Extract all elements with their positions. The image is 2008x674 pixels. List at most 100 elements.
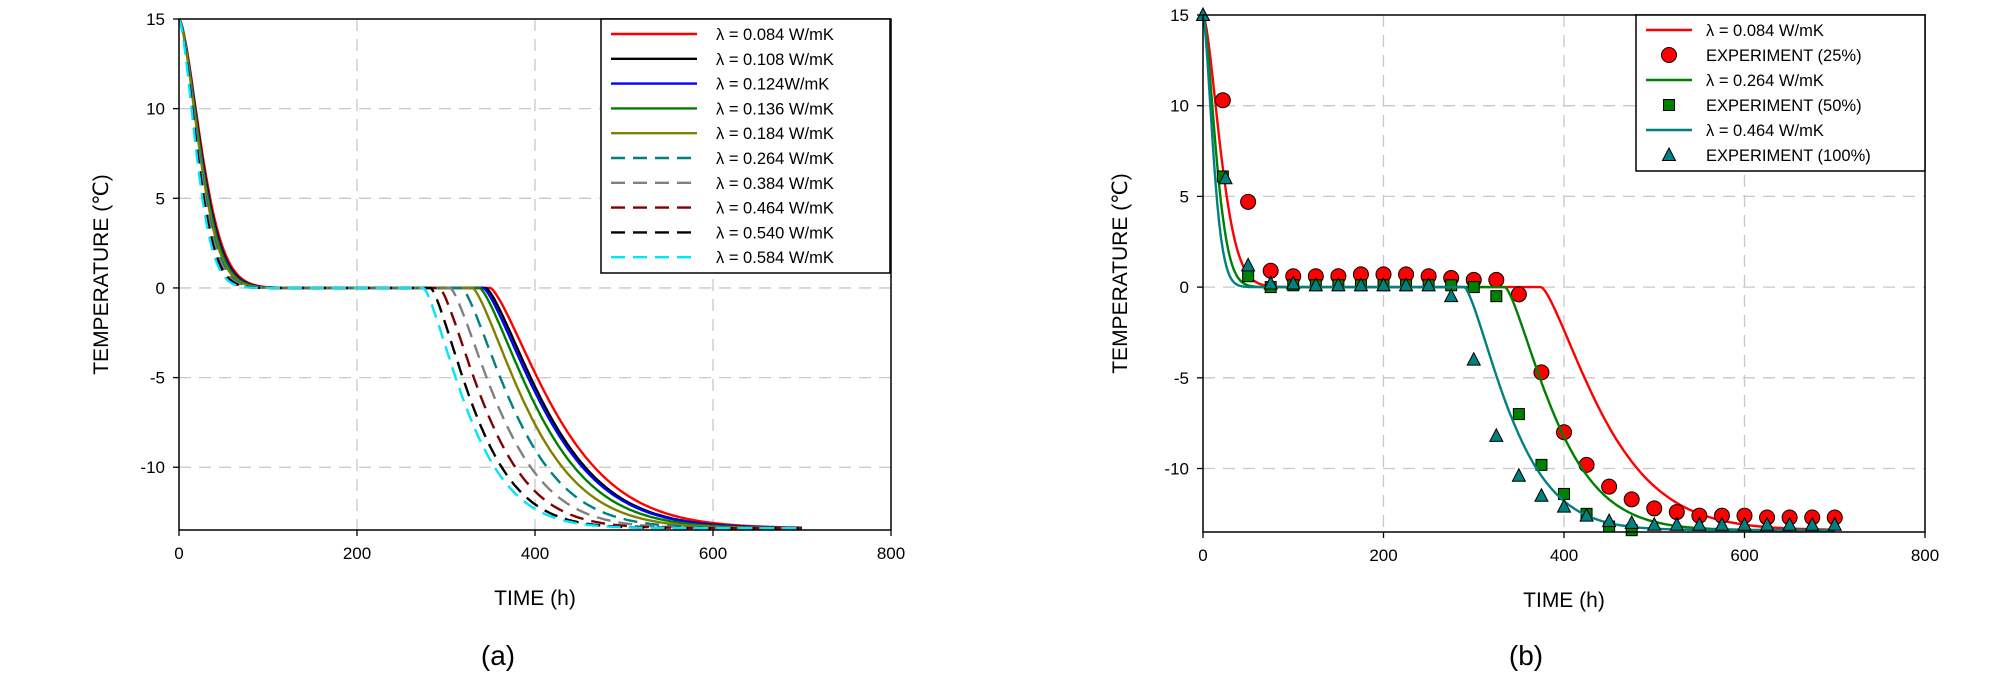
data-point (1579, 507, 1594, 522)
data-point (1578, 456, 1595, 473)
data-point (1737, 516, 1752, 531)
legend-label: λ = 0.540 W/mK (716, 224, 834, 242)
legend-box (600, 18, 891, 274)
x-tick-label: 0 (174, 544, 183, 563)
data-point (1488, 427, 1504, 442)
y-tick-label: -5 (150, 369, 165, 388)
y-tick-label: 10 (1170, 97, 1189, 116)
data-point (1240, 257, 1256, 272)
legend-item: λ = 0.464 W/mK (1646, 122, 1824, 140)
legend-label: λ = 0.464 W/mK (1706, 122, 1824, 140)
legend-item: λ = 0.084 W/mK (611, 26, 834, 44)
data-point (1534, 487, 1549, 502)
x-tick-label: 600 (699, 544, 727, 563)
data-point (1488, 271, 1505, 288)
data-point (1242, 270, 1255, 283)
data-point (1331, 277, 1346, 292)
legend-marker (1661, 47, 1677, 63)
data-point (1263, 275, 1279, 290)
legend-label: EXPERIMENT (25%) (1706, 47, 1862, 65)
legend-label: λ = 0.084 W/mK (716, 26, 834, 44)
series-line-8 (177, 18, 802, 530)
data-point (1692, 516, 1707, 531)
data-point (1285, 275, 1301, 290)
panel-label: (b) (1509, 640, 1543, 671)
legend-item: λ = 0.084 W/mK (1646, 22, 1824, 40)
legend-item: λ = 0.136 W/mK (611, 100, 834, 118)
legend: λ = 0.084 W/mK EXPERIMENT (25%) λ = 0.264 … (1635, 14, 1926, 172)
legend-item: EXPERIMENT (50%) (1663, 97, 1862, 115)
panel-label: (a) (481, 640, 515, 671)
data-point (1646, 516, 1662, 531)
legend-label: λ = 0.136 W/mK (716, 100, 834, 118)
data-point (1308, 277, 1324, 292)
legend: λ = 0.084 W/mK λ = 0.108 W/mK λ = 0.124W/m… (600, 18, 891, 274)
data-point (1443, 288, 1459, 303)
legend-marker (1663, 99, 1675, 111)
x-tick-label: 400 (1550, 546, 1578, 565)
legend-item: EXPERIMENT (100%) (1661, 146, 1871, 165)
legend-label: λ = 0.384 W/mK (716, 175, 834, 193)
legend-item: λ = 0.540 W/mK (611, 224, 834, 242)
legend-label: λ = 0.264 W/mK (716, 150, 834, 168)
legend-item: λ = 0.184 W/mK (611, 125, 834, 143)
data-point (1804, 516, 1820, 531)
data-point (1353, 277, 1369, 292)
data-point (1556, 498, 1572, 513)
legend-label: λ = 0.084 W/mK (1706, 22, 1824, 40)
legend-marker (1661, 146, 1677, 161)
legend-label: EXPERIMENT (100%) (1706, 147, 1871, 165)
data-point (1782, 516, 1797, 531)
data-point (1490, 290, 1503, 303)
series-line-7 (177, 18, 802, 530)
legend-item: λ = 0.264 W/mK (1646, 72, 1824, 90)
y-tick-label: 15 (146, 10, 165, 29)
y-tick-label: 5 (156, 189, 165, 208)
data-point (1535, 458, 1548, 471)
x-tick-label: 800 (877, 544, 905, 563)
legend-label: λ = 0.464 W/mK (716, 200, 834, 218)
data-point (1759, 516, 1775, 531)
chart-panel-a: 0 200 400 600 800 15 10 5 0 -5 -10 TIME (h) TEMPERAT… (90, 10, 905, 671)
y-tick-label: -10 (1164, 460, 1189, 479)
data-point (1398, 277, 1414, 292)
data-point (1601, 478, 1618, 495)
legend-label: EXPERIMENT (50%) (1706, 97, 1862, 115)
x-tick-label: 800 (1911, 546, 1939, 565)
data-point (1510, 286, 1527, 303)
data-point (1624, 514, 1640, 529)
data-point (1467, 281, 1480, 294)
legend-label: λ = 0.108 W/mK (716, 51, 834, 69)
data-point (1601, 513, 1617, 528)
legend-box (1635, 14, 1926, 172)
series-line-5 (1201, 14, 1835, 532)
x-axis-title: TIME (h) (494, 587, 576, 610)
y-tick-label: 10 (146, 100, 165, 119)
data-point (1240, 193, 1257, 210)
y-tick-label: -10 (140, 458, 165, 477)
data-point (1646, 500, 1663, 517)
legend-label: λ = 0.184 W/mK (716, 125, 834, 143)
data-point (1376, 277, 1391, 292)
x-tick-label: 200 (1369, 546, 1397, 565)
legend-item: λ = 0.108 W/mK (611, 51, 834, 69)
y-tick-label: 0 (156, 279, 165, 298)
y-tick-label: 15 (1170, 6, 1189, 25)
legend-item: λ = 0.264 W/mK (611, 150, 834, 168)
data-point (1466, 351, 1482, 366)
legend-label: λ = 0.264 W/mK (1706, 72, 1824, 90)
legend-label: λ = 0.584 W/mK (716, 249, 834, 267)
data-point (1511, 467, 1527, 482)
data-point (1623, 491, 1640, 508)
series-line-10 (177, 18, 802, 530)
chart-panel-b: 0 200 400 600 800 15 10 5 0 -5 -10 TIME (h) TEMPERAT… (1109, 6, 1939, 671)
data-point (1218, 170, 1233, 185)
x-tick-label: 0 (1198, 546, 1207, 565)
y-axis-title: TEMPERATURE (℃) (90, 174, 113, 375)
y-tick-label: 5 (1180, 187, 1189, 206)
x-tick-label: 600 (1730, 546, 1758, 565)
data-point (1827, 516, 1843, 531)
x-tick-label: 400 (521, 544, 549, 563)
data-point (1512, 408, 1525, 421)
